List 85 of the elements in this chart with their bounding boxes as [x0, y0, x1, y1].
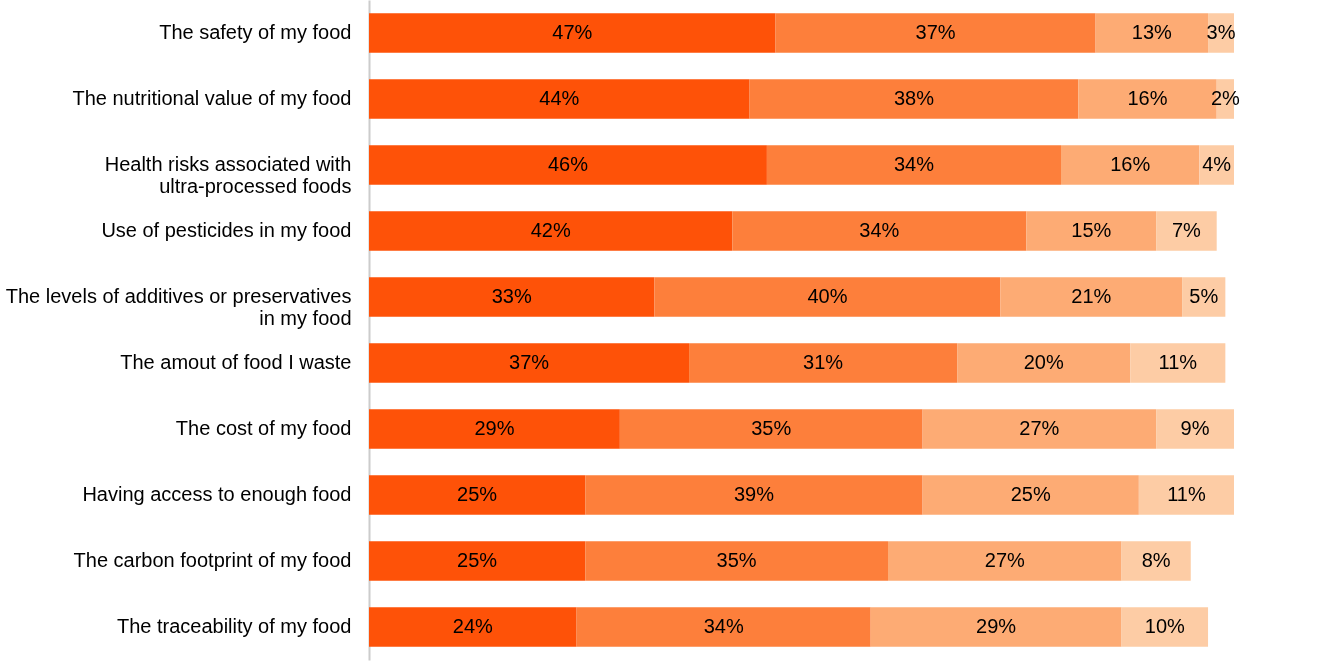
data-label: 5%: [1189, 285, 1219, 307]
data-label: 3%: [1206, 21, 1236, 43]
data-label: 42%: [530, 219, 571, 241]
bar: [922, 409, 1157, 449]
bar: [369, 541, 586, 581]
data-label: 16%: [1127, 87, 1168, 109]
bar: [576, 607, 871, 647]
data-label: 10%: [1144, 615, 1186, 637]
bar: [1095, 13, 1209, 53]
bar: [1061, 145, 1200, 185]
data-label: 4%: [1202, 153, 1232, 175]
data-label: 37%: [509, 351, 550, 373]
bar: [1156, 409, 1234, 449]
data-label: 33%: [491, 285, 532, 307]
data-label: 31%: [803, 351, 844, 373]
bar: [369, 277, 655, 317]
bar: [1121, 607, 1209, 647]
data-label: 24%: [452, 615, 494, 637]
data-label: 21%: [1071, 285, 1112, 307]
data-label: 25%: [457, 483, 498, 505]
data-label: 38%: [893, 87, 935, 109]
bar: [1121, 541, 1191, 581]
data-label: 15%: [1071, 219, 1112, 241]
data-label: 2%: [1210, 87, 1241, 109]
bar: [369, 211, 733, 251]
data-label: 39%: [733, 483, 775, 505]
bar: [369, 79, 750, 119]
bar: [654, 277, 1001, 317]
data-label: 11%: [1167, 483, 1206, 505]
y-tick-label: The nutritional value of my food: [72, 87, 352, 109]
data-label: 9%: [1180, 417, 1210, 439]
data-label: 34%: [703, 615, 744, 637]
bar: [1000, 277, 1183, 317]
data-label: 7%: [1171, 219, 1202, 241]
data-label: 37%: [915, 21, 956, 43]
data-label: 34%: [859, 219, 900, 241]
bar: [775, 13, 1096, 53]
y-tick-label: The safety of my food: [159, 21, 352, 43]
bar: [922, 475, 1139, 515]
data-label: 8%: [1141, 549, 1171, 571]
bar: [585, 475, 923, 515]
y-tick-label: The traceability of my food: [116, 615, 352, 637]
bar: [1130, 343, 1226, 383]
y-tick-label: Use of pesticides in my food: [101, 219, 352, 241]
bar: [369, 145, 767, 185]
data-label: 29%: [474, 417, 515, 439]
y-tick-label: Health risks associated with ultra-processed foods: [104, 153, 352, 197]
data-label: 25%: [457, 549, 498, 571]
bar: [766, 145, 1061, 185]
data-label: 44%: [539, 87, 580, 109]
bar: [369, 475, 586, 515]
y-tick-label: The amout of food I waste: [120, 351, 352, 373]
data-label: 35%: [716, 549, 757, 571]
bar: [1138, 475, 1234, 515]
data-label: 13%: [1131, 21, 1173, 43]
bar: [585, 541, 888, 581]
bar: [749, 79, 1079, 119]
bar: [689, 343, 958, 383]
data-label: 35%: [751, 417, 792, 439]
bar: [732, 211, 1027, 251]
bar: [957, 343, 1131, 383]
y-tick-label: The carbon footprint of my food: [73, 549, 352, 571]
data-label: 11%: [1158, 351, 1198, 373]
data-label: 27%: [1019, 417, 1060, 439]
data-label: 40%: [807, 285, 848, 307]
bar: [369, 13, 776, 53]
bar: [1026, 211, 1157, 251]
data-label: 27%: [984, 549, 1026, 571]
y-tick-label: The levels of additives or preservatives in my food: [5, 285, 352, 329]
bar: [619, 409, 923, 449]
data-label: 20%: [1023, 351, 1064, 373]
y-tick-label: The cost of my food: [175, 417, 352, 439]
data-label: 34%: [893, 153, 935, 175]
bar: [1156, 211, 1217, 251]
bar: [369, 607, 577, 647]
data-label: 16%: [1110, 153, 1151, 175]
data-label: 46%: [547, 153, 589, 175]
data-label: 47%: [552, 21, 593, 43]
bar: [870, 607, 1122, 647]
y-tick-label: Having access to enough food: [82, 483, 352, 505]
data-label: 29%: [976, 615, 1017, 637]
bar: [369, 343, 690, 383]
bar: [888, 541, 1122, 581]
bar: [369, 409, 620, 449]
data-label: 25%: [1010, 483, 1051, 505]
